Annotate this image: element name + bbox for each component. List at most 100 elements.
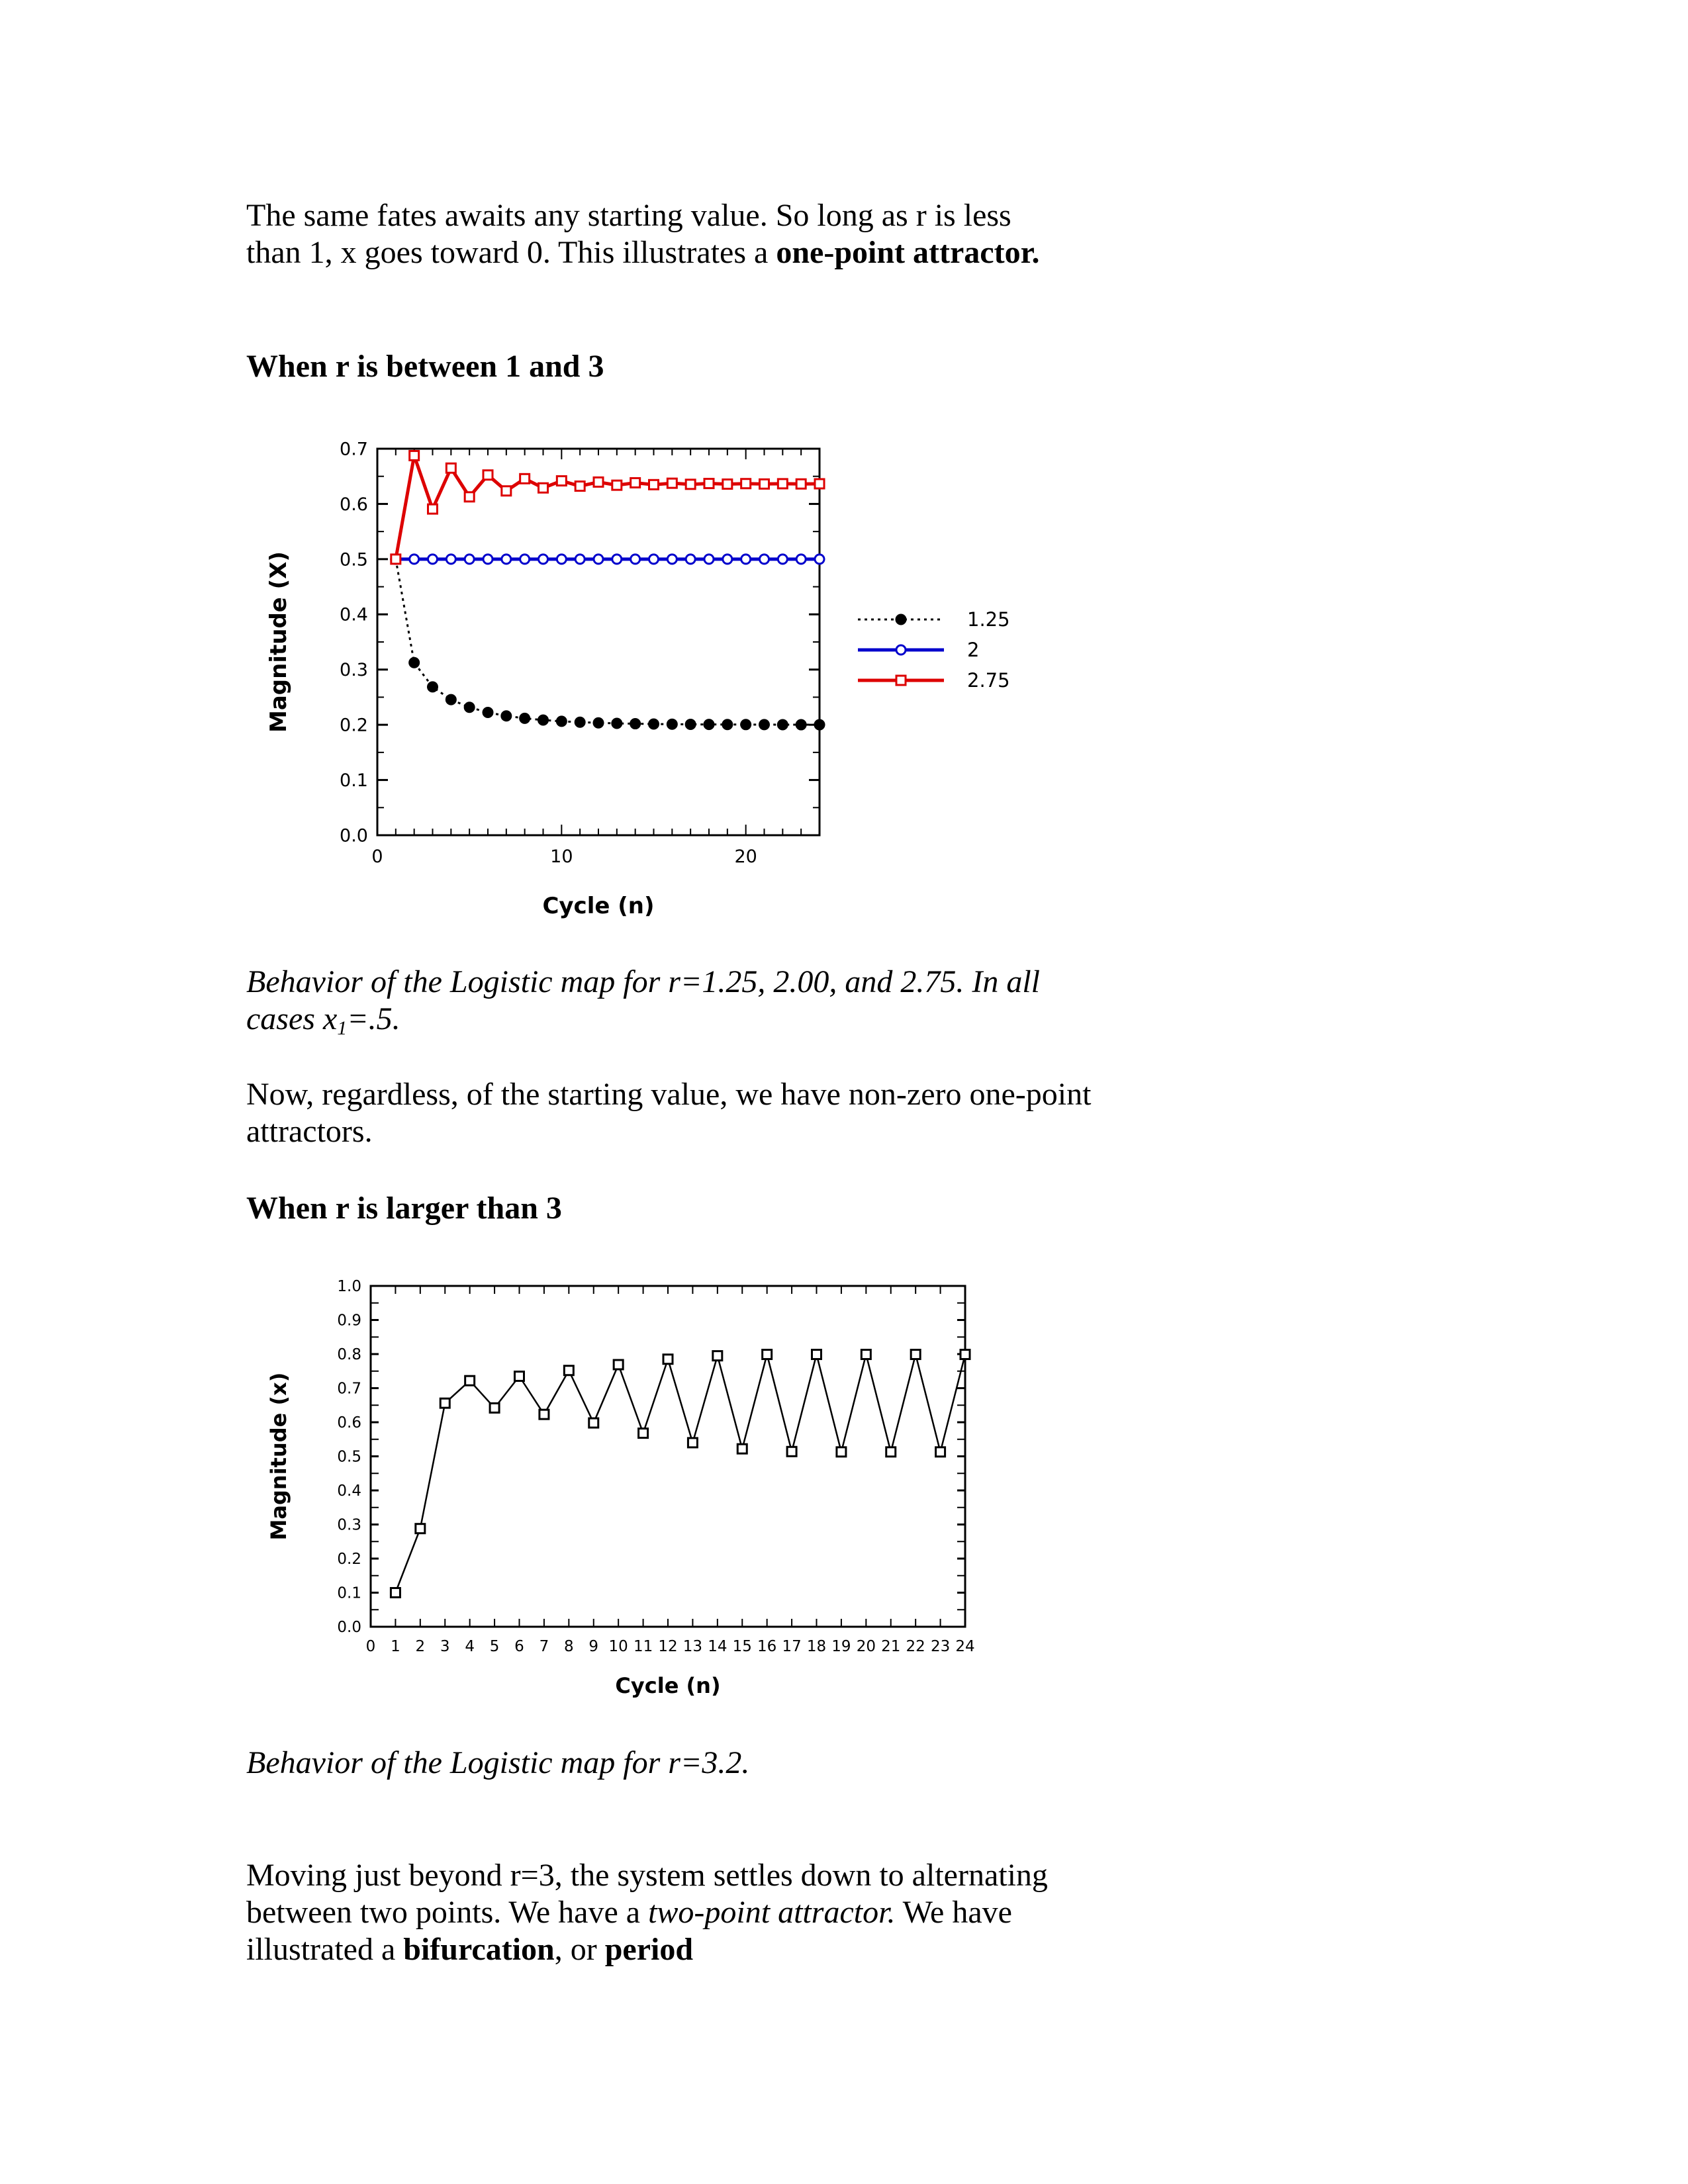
y-tick-label: 0.6: [340, 494, 368, 515]
data-point: [759, 478, 770, 490]
y-tick-label: 0.5: [340, 549, 368, 570]
data-point: [500, 710, 512, 722]
term-two-point-attractor: two-point attractor.: [648, 1895, 896, 1930]
data-point: [630, 477, 641, 488]
y-tick-label: 0.0: [337, 1619, 361, 1636]
data-point: [637, 1427, 649, 1439]
data-point: [612, 1359, 624, 1371]
data-point: [563, 1365, 575, 1377]
series-line-1.25: [395, 559, 820, 726]
data-point: [538, 553, 549, 565]
data-point: [574, 480, 586, 492]
x-tick-label: 20: [734, 846, 757, 867]
data-point: [408, 657, 420, 668]
term-bifurcation: bifurcation: [403, 1932, 555, 1967]
paragraph-non-zero-attractors: Now, regardless, of the starting value, …: [246, 1077, 1092, 1149]
x-tick-label: 6: [514, 1638, 524, 1655]
legend-marker: [895, 614, 907, 625]
data-point: [630, 718, 641, 730]
data-point: [611, 553, 623, 565]
x-tick-label: 5: [490, 1638, 500, 1655]
data-point: [703, 553, 715, 565]
data-point: [759, 553, 770, 565]
data-point: [666, 553, 678, 565]
x-axis-label: Cycle (n): [542, 893, 654, 919]
x-tick-label: 7: [539, 1638, 549, 1655]
x-tick-label: 4: [465, 1638, 475, 1655]
y-axis-label: Magnitude (x): [266, 1373, 291, 1541]
caption-1-subscript: 1: [337, 1017, 348, 1039]
data-point: [776, 478, 788, 490]
paragraph-3-text-e: , or: [554, 1932, 605, 1967]
data-point: [703, 719, 715, 731]
data-point: [776, 719, 788, 731]
data-point: [648, 553, 659, 565]
data-point: [722, 719, 733, 731]
y-tick-label: 0.7: [337, 1381, 361, 1398]
x-tick-label: 17: [782, 1638, 801, 1655]
caption-1-text: Behavior of the Logistic map for r=1.25,…: [246, 964, 1041, 1036]
x-tick-label: 10: [550, 846, 573, 867]
chart-2-group: 0.00.10.20.30.40.50.60.70.80.91.00 1 2 3 4 5 6…: [266, 1278, 975, 1698]
x-tick-label: 9: [588, 1638, 598, 1655]
data-point: [703, 478, 715, 490]
y-tick-label: 0.3: [337, 1517, 361, 1534]
x-tick-label: 11: [633, 1638, 653, 1655]
data-point: [776, 553, 788, 565]
data-point: [555, 475, 567, 487]
data-point: [464, 1375, 476, 1387]
chart-2-plot-frame: [369, 1285, 966, 1628]
data-point: [439, 1397, 451, 1409]
legend-label-2.75: 2.75: [967, 669, 1010, 692]
data-point: [519, 712, 531, 724]
section-heading-larger-than-3: When r is larger than 3: [246, 1191, 562, 1226]
data-point: [390, 553, 402, 565]
data-point: [514, 1370, 525, 1382]
chart-1-plot-frame: [376, 447, 821, 837]
data-point: [684, 478, 696, 490]
x-axis-label: Cycle (n): [615, 1673, 720, 1698]
data-point: [712, 1350, 724, 1362]
x-tick-label: 23: [931, 1638, 950, 1655]
x-tick-label: 19: [831, 1638, 851, 1655]
y-tick-label: 0.9: [337, 1312, 361, 1330]
data-point: [959, 1349, 971, 1361]
data-point: [835, 1446, 847, 1458]
data-point: [592, 476, 604, 488]
data-point: [489, 1402, 500, 1414]
y-tick-label: 0.7: [340, 439, 368, 459]
data-point: [761, 1349, 773, 1361]
data-point: [786, 1445, 798, 1457]
data-point: [463, 553, 475, 565]
paragraph-intro-text: The same fates awaits any starting value…: [246, 198, 1011, 270]
data-point: [408, 449, 420, 461]
data-point: [814, 719, 825, 731]
data-point: [662, 1353, 674, 1365]
data-point: [445, 694, 457, 705]
data-point: [684, 553, 696, 565]
legend-label-2: 2: [967, 639, 979, 661]
data-point: [538, 482, 549, 494]
data-point: [759, 719, 770, 731]
y-tick-label: 0.1: [337, 1585, 361, 1602]
data-point: [390, 553, 402, 565]
term-period: period: [604, 1932, 694, 1967]
x-tick-label: 3: [440, 1638, 450, 1655]
y-tick-label: 0.1: [340, 770, 368, 791]
y-axis-label: Magnitude (X): [265, 551, 292, 733]
y-tick-label: 0.3: [340, 660, 368, 680]
y-tick-label: 0.2: [340, 715, 368, 736]
data-point: [684, 718, 696, 730]
data-point: [574, 716, 586, 728]
data-point: [389, 1587, 401, 1598]
data-point: [538, 1408, 550, 1420]
data-point: [390, 553, 402, 565]
figure-caption-1: Behavior of the Logistic map for r=1.25,…: [246, 964, 1060, 1038]
data-point: [740, 478, 752, 490]
data-point: [427, 553, 438, 565]
y-tick-label: 0.6: [337, 1414, 361, 1432]
data-point: [814, 478, 825, 490]
data-point: [574, 553, 586, 565]
y-tick-label: 0.8: [337, 1346, 361, 1363]
data-point: [648, 718, 659, 730]
